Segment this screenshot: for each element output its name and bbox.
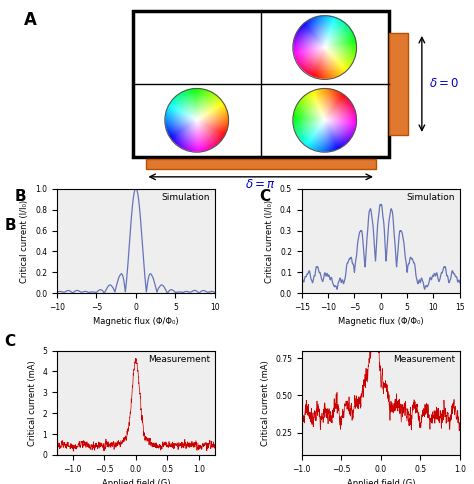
- Bar: [389, 33, 408, 135]
- X-axis label: Magnetic flux (Φ/Φ₀): Magnetic flux (Φ/Φ₀): [338, 318, 424, 326]
- Text: B: B: [14, 189, 26, 204]
- X-axis label: Applied field (G): Applied field (G): [346, 479, 415, 484]
- X-axis label: Magnetic flux (Φ/Φ₀): Magnetic flux (Φ/Φ₀): [93, 318, 179, 326]
- Bar: [146, 159, 376, 169]
- Text: B: B: [5, 218, 17, 233]
- Text: Measurement: Measurement: [148, 355, 210, 364]
- Y-axis label: Critical current (mA): Critical current (mA): [27, 360, 36, 446]
- Bar: [133, 11, 389, 157]
- Y-axis label: Critical current (I/I₀): Critical current (I/I₀): [20, 199, 29, 283]
- Text: C: C: [5, 334, 16, 349]
- Text: Simulation: Simulation: [407, 193, 455, 202]
- Text: Measurement: Measurement: [393, 355, 455, 364]
- Text: $\delta = \pi$: $\delta = \pi$: [245, 178, 276, 191]
- X-axis label: Applied field (G): Applied field (G): [101, 479, 170, 484]
- Y-axis label: Critical current (I/I₀): Critical current (I/I₀): [265, 199, 274, 283]
- Y-axis label: Critical current (mA): Critical current (mA): [261, 360, 270, 446]
- Text: C: C: [259, 189, 270, 204]
- Text: $\delta = 0$: $\delta = 0$: [429, 77, 459, 91]
- Text: Simulation: Simulation: [162, 193, 210, 202]
- Text: A: A: [24, 11, 36, 29]
